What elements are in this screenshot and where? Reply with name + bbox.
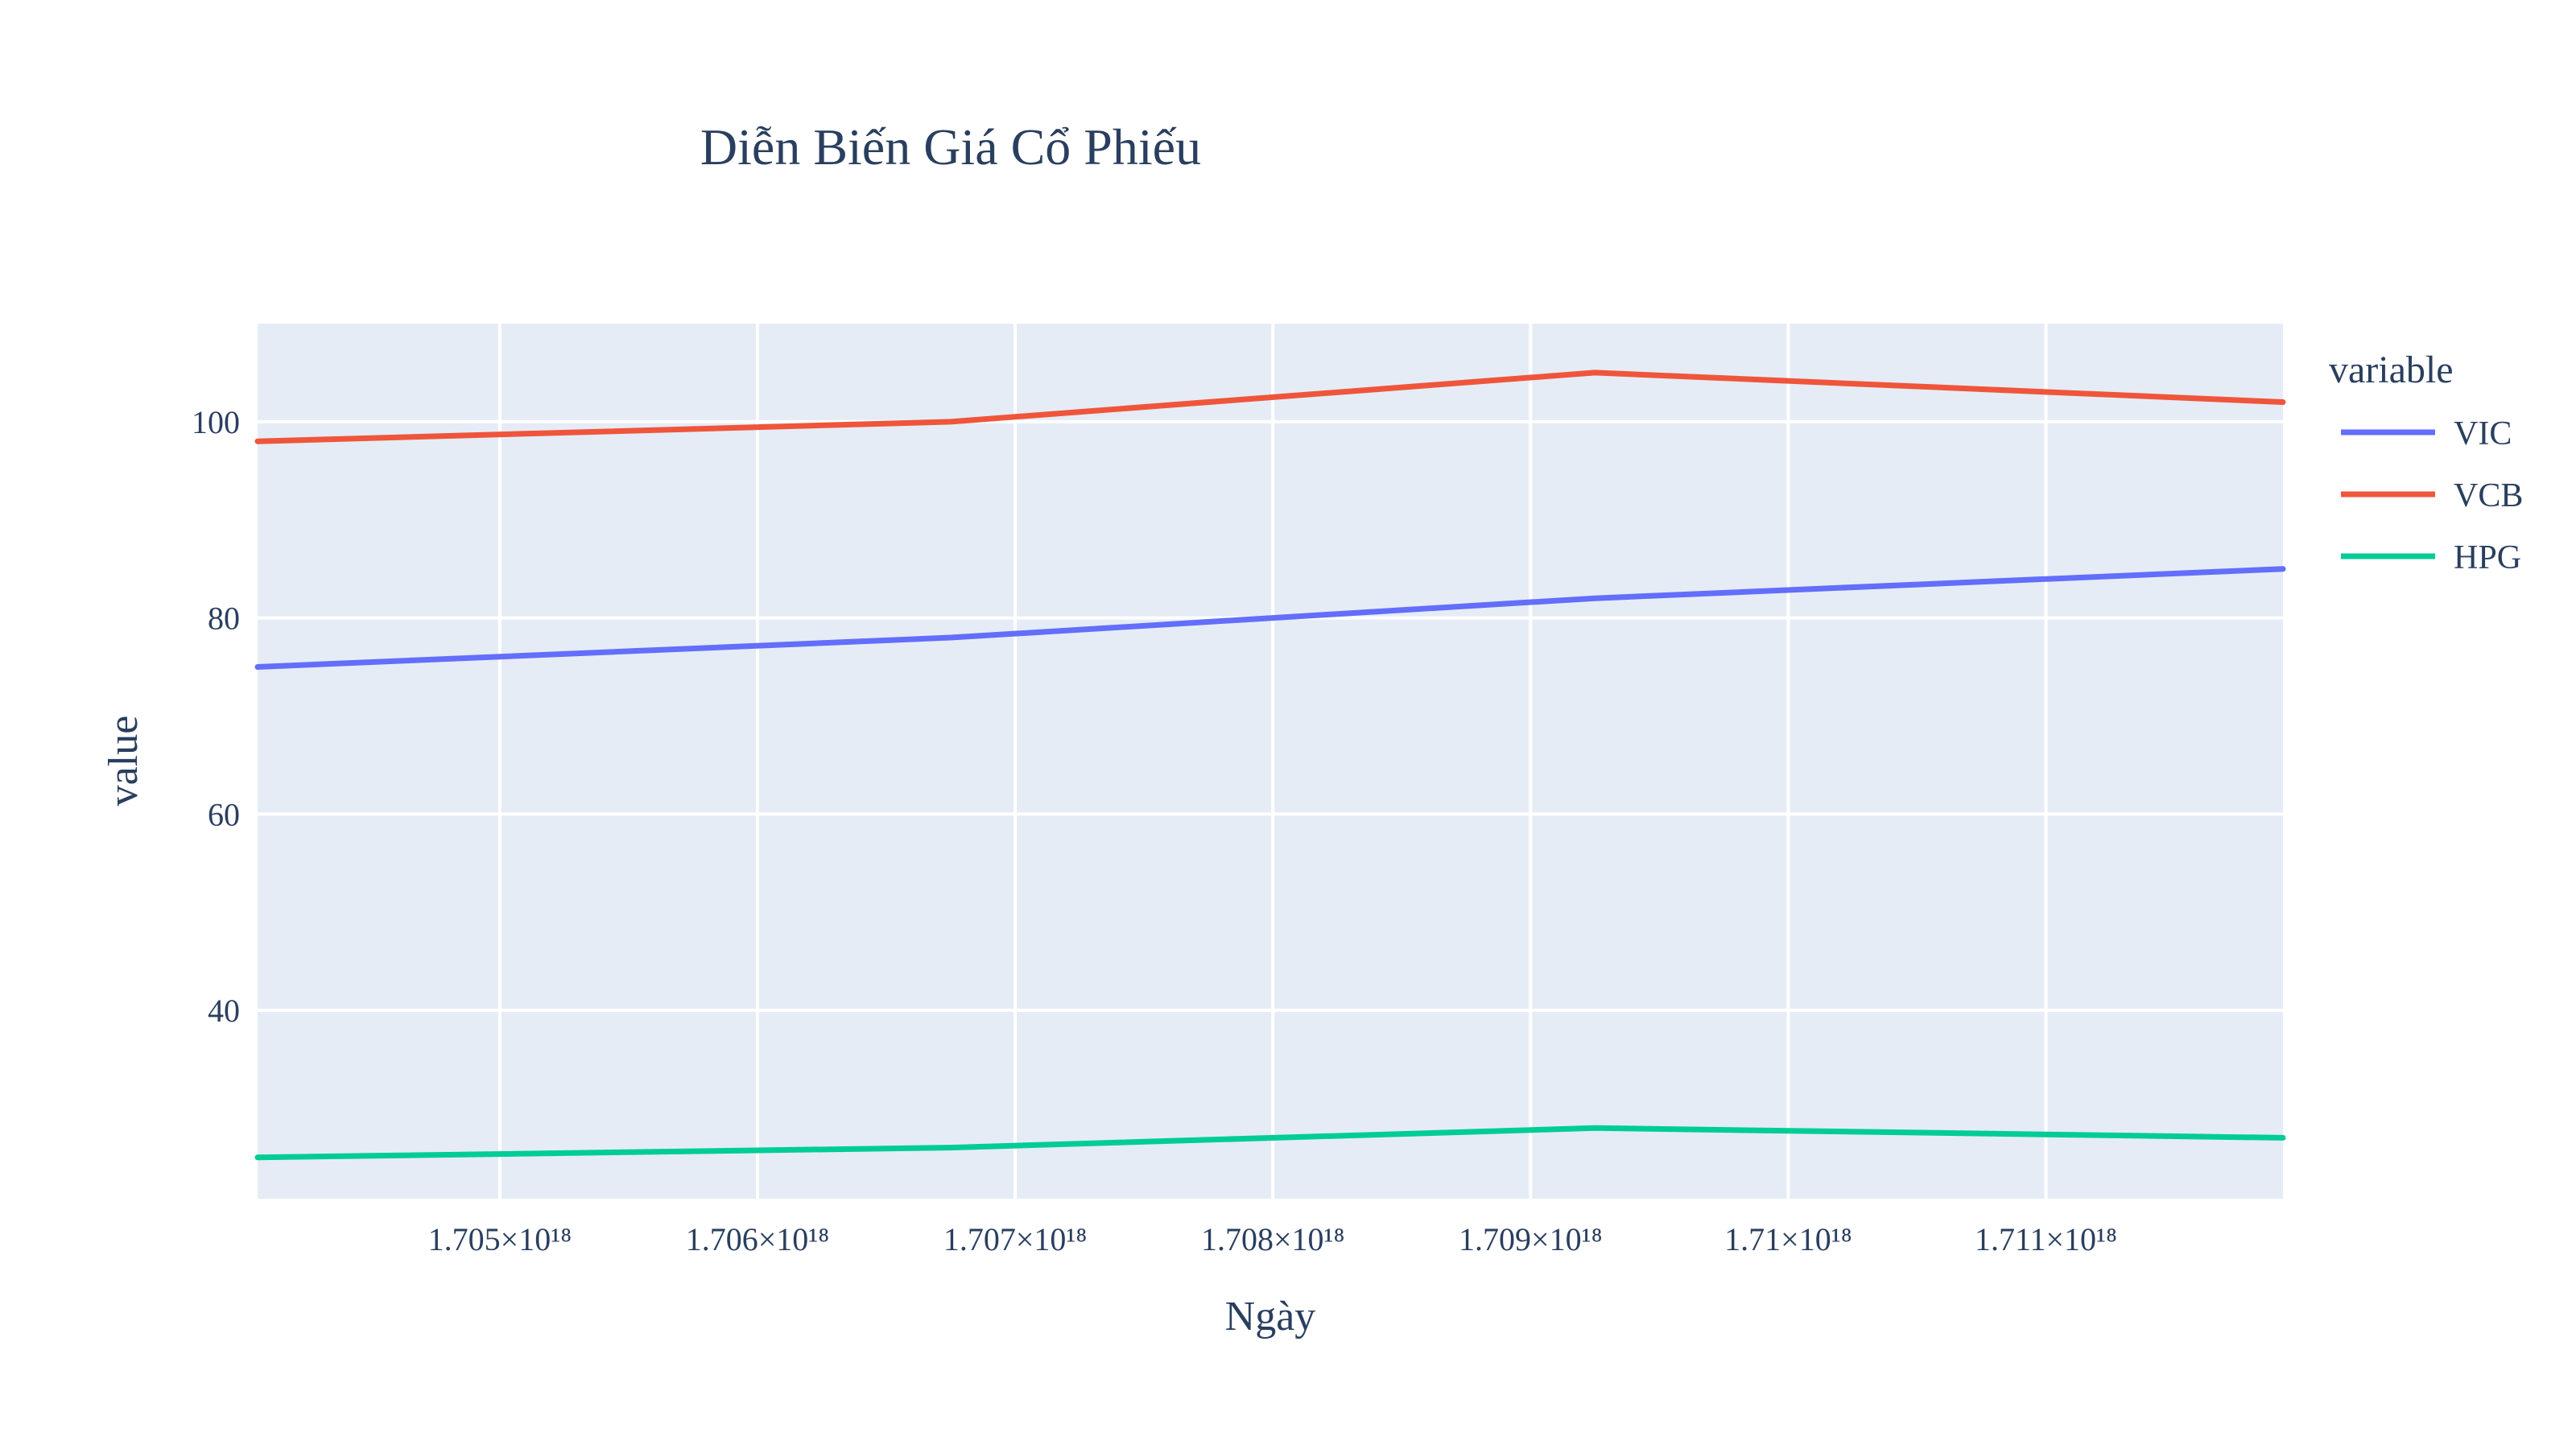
legend-items: VIC VCB HPG (2341, 415, 2523, 576)
series-lines (254, 369, 2286, 1161)
x-grid (497, 324, 2048, 1199)
plot-area (258, 324, 2283, 1199)
x-tick-label: 1.707×10¹⁸ (943, 1221, 1088, 1257)
y-tick-label: 60 (208, 796, 240, 832)
y-tick-labels: 40 60 80 100 (192, 404, 240, 1029)
series-line-vcb (254, 369, 2286, 444)
legend-label-hpg: HPG (2454, 539, 2521, 576)
y-tick-label: 40 (208, 993, 240, 1029)
chart-title: Diễn Biến Giá Cổ Phiếu (700, 118, 1201, 175)
y-tick-label: 100 (192, 404, 240, 440)
legend-title: variable (2329, 349, 2454, 391)
legend-label-vcb: VCB (2454, 477, 2523, 514)
y-axis-title: value (101, 716, 147, 807)
x-axis-title: Ngày (1225, 1294, 1316, 1340)
legend-label-vic: VIC (2454, 415, 2512, 452)
legend: variable VIC VCB HPG (2329, 349, 2523, 576)
x-tick-labels: 1.705×10¹⁸ 1.706×10¹⁸ 1.707×10¹⁸ 1.708×10¹⁸… (428, 1221, 2117, 1257)
y-tick-label: 80 (208, 601, 240, 637)
x-tick-label: 1.71×10¹⁸ (1724, 1221, 1852, 1257)
series-line-hpg (254, 1125, 2286, 1161)
series-line-vic (254, 566, 2286, 670)
x-tick-label: 1.711×10¹⁸ (1975, 1221, 2117, 1257)
x-tick-label: 1.709×10¹⁸ (1459, 1221, 1603, 1257)
x-tick-label: 1.706×10¹⁸ (686, 1221, 830, 1257)
x-tick-label: 1.708×10¹⁸ (1201, 1221, 1345, 1257)
x-tick-label: 1.705×10¹⁸ (428, 1221, 572, 1257)
